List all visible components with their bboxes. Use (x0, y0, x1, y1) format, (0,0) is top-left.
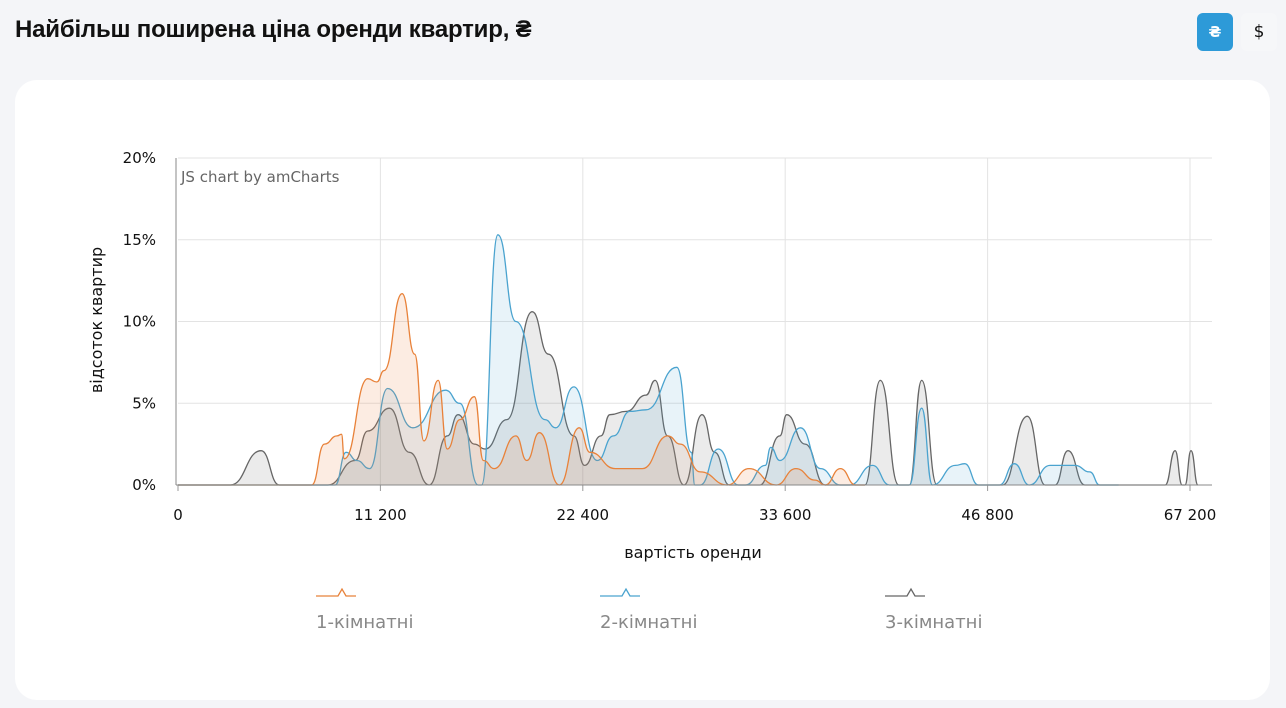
legend-item-3[interactable]: 3-кімнатні (885, 587, 982, 633)
x-axis-title: вартість оренди (624, 543, 762, 562)
axes: 0% 5% 10% 15% 20% 0 11 200 22 400 33 600 46 800 67… (123, 149, 1217, 524)
y-tick-label: 20% (123, 149, 156, 167)
legend-item-1[interactable]: 1-кімнатні (316, 587, 413, 633)
amcharts-credit[interactable]: JS chart by amCharts (180, 168, 340, 186)
x-tick-label: 11 200 (354, 506, 407, 524)
x-tick-label: 67 200 (1164, 506, 1217, 524)
series-1-line[interactable] (178, 293, 865, 486)
y-tick-label: 15% (123, 231, 156, 249)
chart-card (15, 80, 1270, 700)
x-tick-label: 0 (173, 506, 183, 524)
legend-marker-icon (885, 587, 925, 597)
page-title: Найбільш поширена ціна оренди квартир, ₴ (15, 16, 532, 43)
legend-item-2[interactable]: 2-кімнатні (600, 587, 697, 633)
y-axis-title: відсоток квартир (87, 247, 106, 393)
legend-marker-icon (600, 587, 640, 597)
x-tick-label: 33 600 (759, 506, 812, 524)
series-areas (178, 234, 1199, 486)
y-tick-label: 5% (132, 394, 156, 412)
legend-marker-icon (316, 587, 356, 597)
series-2-area (178, 234, 1119, 485)
currency-usd-button[interactable]: $ (1241, 13, 1277, 51)
legend-label: 3-кімнатні (885, 612, 982, 633)
currency-uah-button[interactable]: ₴ (1197, 13, 1233, 51)
x-tick-label: 22 400 (557, 506, 610, 524)
legend-label: 1-кімнатні (316, 612, 413, 633)
legend: 1-кімнатні 2-кімнатні 3-кімнатні (316, 587, 982, 633)
x-tick-label: 46 800 (961, 506, 1014, 524)
legend-label: 2-кімнатні (600, 612, 697, 633)
y-tick-label: 10% (123, 313, 156, 331)
y-tick-label: 0% (132, 476, 156, 494)
